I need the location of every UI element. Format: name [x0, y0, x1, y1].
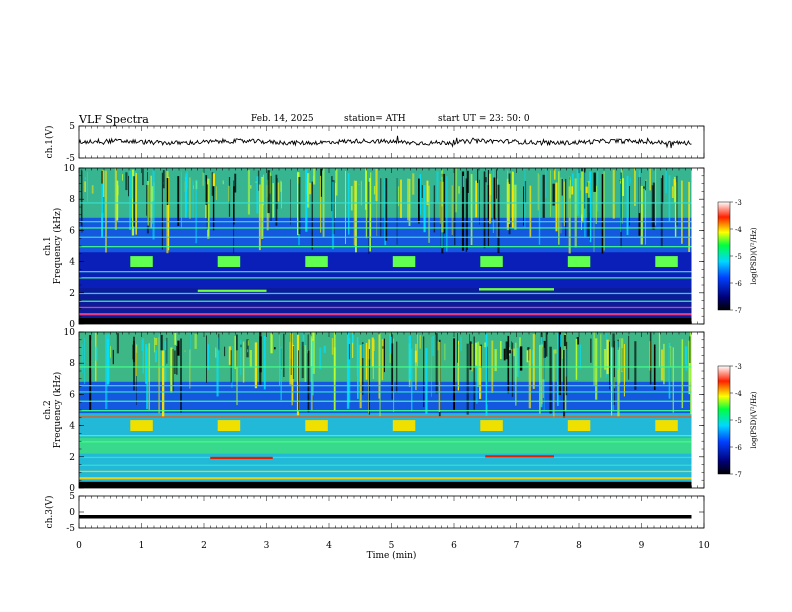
date-label: Feb. 14, 2025 [251, 114, 314, 124]
ytick-label: 0 [69, 484, 75, 494]
ytick-label: 0 [69, 320, 75, 330]
spectrogram-ch1 [79, 168, 704, 324]
xtick-label: 9 [639, 541, 645, 551]
ylabel-frequency: Frequency (kHz) [52, 208, 63, 285]
xtick-label: 4 [326, 541, 332, 551]
colorbar-tick: -7 [735, 307, 742, 315]
ytick-label: 8 [69, 195, 75, 205]
tone-burst-4 [392, 420, 416, 431]
station-label: station= ATH [344, 114, 406, 124]
ytick-label: 5 [69, 122, 75, 132]
start-time-label: start UT = 23: 50: 0 [438, 114, 530, 124]
ytick-label: 8 [69, 359, 75, 369]
xtick-label: 2 [201, 541, 207, 551]
ylabel-voltage: ch.3(V) [44, 496, 55, 529]
tone-burst-1 [130, 256, 153, 267]
xtick-label: 0 [76, 541, 82, 551]
tone-burst-5 [480, 420, 503, 431]
colorbar-tick: -6 [735, 444, 742, 452]
ytick-label: 10 [64, 164, 76, 174]
xtick-label: 3 [264, 541, 270, 551]
ylabel-voltage: ch.1(V) [44, 126, 55, 159]
spectrogram-ch2 [79, 332, 704, 488]
tone-burst-6 [567, 420, 591, 431]
tone-burst-2 [217, 256, 241, 267]
xtick-label: 6 [451, 541, 457, 551]
xtick-label: 10 [698, 541, 710, 551]
ch1-waveform [78, 135, 692, 149]
xtick-label: 5 [389, 541, 395, 551]
ylabel-frequency: Frequency (kHz) [52, 372, 63, 449]
colorbar-tick: -3 [735, 199, 742, 207]
ytick-label: 5 [69, 492, 75, 502]
ytick-label: 6 [69, 226, 75, 236]
tone-burst-6 [567, 256, 591, 267]
colorbar-label: log(PSD)(V²/Hz) [750, 391, 758, 448]
colorbar-tick: -4 [735, 390, 742, 398]
tone-burst-1 [130, 420, 153, 431]
ytick-label: 4 [69, 422, 75, 432]
xaxis-label: Time (min) [367, 550, 417, 561]
ytick-label: 2 [69, 453, 75, 463]
tone-burst-3 [305, 420, 328, 431]
colorbar-tick: -7 [735, 471, 742, 479]
colorbar [717, 201, 731, 311]
tone-burst-7 [655, 420, 678, 431]
ytick-label: 4 [69, 258, 75, 268]
colorbar-tick: -3 [735, 363, 742, 371]
colorbar-tick: -4 [735, 226, 742, 234]
ytick-label: -5 [66, 524, 75, 534]
tone-burst-4 [392, 256, 416, 267]
tone-burst-2 [217, 420, 241, 431]
colorbar-label: log(PSD)(V²/Hz) [750, 227, 758, 284]
tone-burst-5 [480, 256, 503, 267]
ylabel-channel: ch.1 [43, 236, 53, 255]
ytick-label: -5 [66, 154, 75, 164]
xtick-label: 8 [576, 541, 582, 551]
xtick-label: 7 [514, 541, 520, 551]
ytick-label: 6 [69, 390, 75, 400]
tone-burst-7 [655, 256, 678, 267]
ylabel-channel: ch.2 [43, 400, 53, 419]
figure-title: VLF Spectra [79, 113, 149, 126]
ytick-label: 0 [69, 508, 75, 518]
tone-burst-3 [305, 256, 328, 267]
ytick-label: 2 [69, 289, 75, 299]
ytick-label: 10 [64, 328, 76, 338]
colorbar-tick: -5 [735, 417, 742, 425]
colorbar-tick: -5 [735, 253, 742, 261]
colorbar [717, 365, 731, 475]
colorbar-tick: -6 [735, 280, 742, 288]
xtick-label: 1 [139, 541, 145, 551]
